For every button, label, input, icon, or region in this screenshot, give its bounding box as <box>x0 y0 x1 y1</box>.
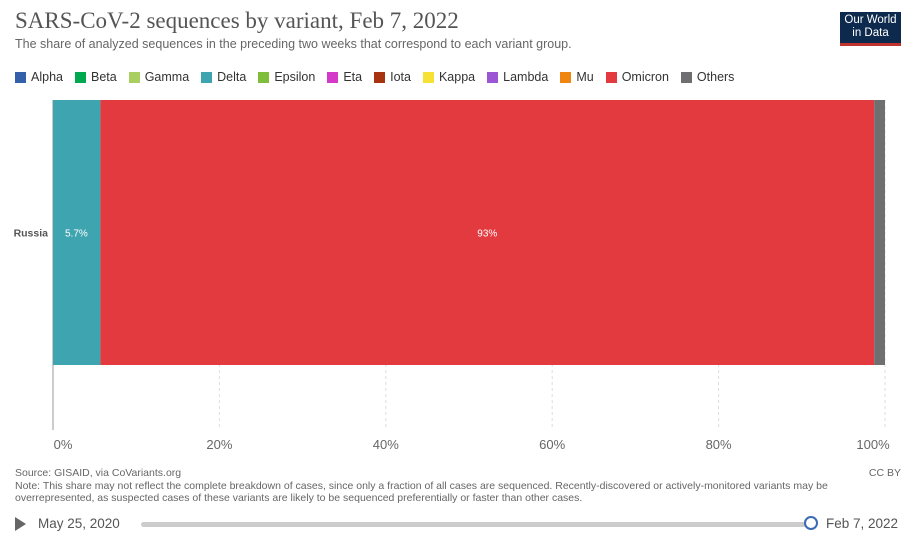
legend-label: Kappa <box>438 70 476 84</box>
logo-line-1: Our World <box>844 14 897 26</box>
note-line-1: Note: This share may not reflect the com… <box>15 480 828 492</box>
legend-label: Gamma <box>144 70 190 84</box>
legend-label: Eta <box>343 70 363 84</box>
legend-item-gamma[interactable]: Gamma <box>128 70 190 84</box>
legend-item-beta[interactable]: Beta <box>74 70 117 84</box>
legend-label: Delta <box>217 70 247 84</box>
chart-title: SARS-CoV-2 sequences by variant, Feb 7, … <box>15 8 459 33</box>
legend-swatch <box>128 71 140 83</box>
legend-swatch <box>258 71 270 83</box>
x-tick-label: 20% <box>206 437 232 452</box>
legend-item-others[interactable]: Others <box>680 70 735 84</box>
chart-subtitle: The share of analyzed sequences in the p… <box>15 37 572 51</box>
legend-swatch <box>327 71 339 83</box>
legend-swatch <box>374 71 386 83</box>
legend-item-epsilon[interactable]: Epsilon <box>258 70 315 84</box>
legend-item-delta[interactable]: Delta <box>201 70 246 84</box>
legend-label: Epsilon <box>274 70 316 84</box>
bar-segment-others <box>874 100 885 365</box>
timeline-start-label: May 25, 2020 <box>38 516 120 531</box>
legend-label: Iota <box>390 70 411 84</box>
x-tick-label: 0% <box>54 437 73 452</box>
logo-accent-bar <box>840 43 901 46</box>
legend-item-iota[interactable]: Iota <box>374 70 411 84</box>
data-label-omicron: 93% <box>477 229 497 240</box>
x-tick-label: 40% <box>373 437 399 452</box>
category-label: Russia <box>14 228 49 240</box>
legend: Alpha Beta Gamma Delta Epsilon Eta Iota Kappa La… <box>15 70 734 84</box>
legend-swatch <box>605 71 617 83</box>
timeline-handle[interactable] <box>804 516 818 530</box>
legend-label: Lambda <box>503 70 549 84</box>
legend-swatch <box>422 71 434 83</box>
legend-swatch <box>201 71 213 83</box>
legend-item-mu[interactable]: Mu <box>560 70 594 84</box>
x-tick-label: 80% <box>706 437 732 452</box>
legend-swatch <box>560 71 572 83</box>
timeline-track[interactable] <box>141 522 811 527</box>
legend-item-alpha[interactable]: Alpha <box>15 70 63 84</box>
legend-item-kappa[interactable]: Kappa <box>422 70 476 84</box>
legend-item-omicron[interactable]: Omicron <box>605 70 669 84</box>
owid-logo[interactable]: Our World in Data <box>840 12 901 46</box>
play-icon[interactable] <box>15 517 26 531</box>
legend-swatch <box>680 71 692 83</box>
bar-segment-omicron <box>100 100 875 365</box>
logo-line-2: in Data <box>852 27 889 39</box>
bar-segment-delta <box>53 100 101 365</box>
license-label[interactable]: CC BY <box>868 467 901 479</box>
note-line-2: overrepresented, as suspected cases of t… <box>15 492 583 504</box>
timeline: May 25, 2020 Feb 7, 2022 <box>0 508 914 538</box>
legend-swatch <box>15 71 26 83</box>
data-label-delta: 5.7% <box>65 229 88 240</box>
legend-label: Alpha <box>31 70 63 84</box>
legend-swatch <box>487 71 499 83</box>
source-text: Source: GISAID, via CoVariants.org <box>15 467 182 479</box>
legend-label: Beta <box>90 70 117 84</box>
legend-label: Mu <box>576 70 594 84</box>
legend-item-eta[interactable]: Eta <box>327 70 362 84</box>
legend-label: Omicron <box>621 70 669 84</box>
x-tick-label: 60% <box>539 437 565 452</box>
stacked-bar-chart: 0% 20% 40% 60% 80% 100% Russia 5.7% 93% <box>14 100 890 452</box>
legend-label: Others <box>696 70 735 84</box>
legend-item-lambda[interactable]: Lambda <box>487 70 548 84</box>
timeline-end-label: Feb 7, 2022 <box>826 516 899 531</box>
legend-swatch <box>74 71 86 83</box>
x-tick-label: 100% <box>856 437 890 452</box>
